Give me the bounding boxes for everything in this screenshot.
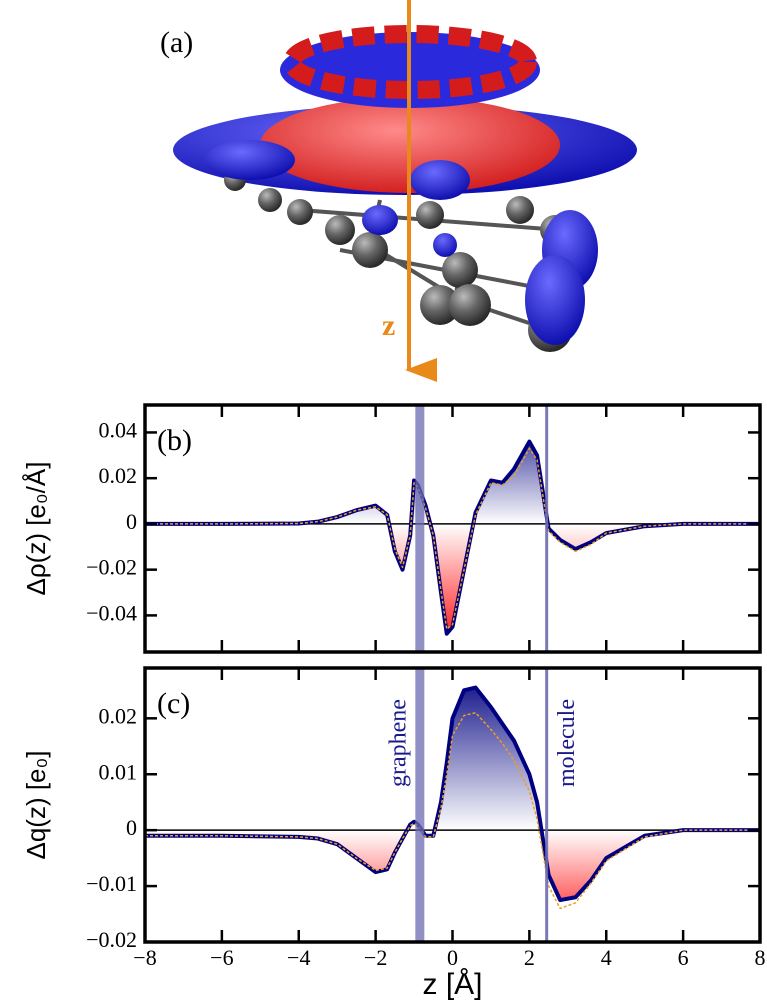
series-line <box>145 439 760 636</box>
y-tick-label: −0.02 <box>86 555 137 580</box>
y-tick-label: 0.02 <box>99 463 138 488</box>
x-tick-label: 6 <box>678 945 689 970</box>
y-tick-label: 0 <box>126 509 137 534</box>
marker-label: molecule <box>554 699 580 787</box>
panel-label: (c) <box>157 687 190 720</box>
panel-label: (b) <box>157 424 192 457</box>
y-tick-label: 0.01 <box>99 759 138 784</box>
x-tick-label: −2 <box>364 945 387 970</box>
y-tick-label: −0.02 <box>86 927 137 952</box>
x-tick-label: 2 <box>524 945 535 970</box>
plot-area <box>145 685 760 910</box>
x-tick-label: −4 <box>287 945 310 970</box>
y-axis-label: Δq(z) [e₀] <box>21 750 51 859</box>
series-line <box>145 685 760 903</box>
y-tick-label: 0.02 <box>99 703 138 728</box>
area-fill <box>145 687 760 831</box>
y-tick-label: 0 <box>126 815 137 840</box>
area-fill <box>145 830 684 901</box>
marker-label: graphene <box>385 699 411 787</box>
panel-label: (a) <box>160 26 193 59</box>
y-axis-label: Δρ(z) [e₀/Å] <box>21 462 51 596</box>
series-line <box>145 447 760 630</box>
y-tick-label: 0.04 <box>99 417 138 442</box>
molecule-render <box>173 0 637 382</box>
plot-area <box>145 439 760 636</box>
x-tick-label: 0 <box>447 945 458 970</box>
y-tick-label: −0.04 <box>86 600 137 625</box>
x-tick-label: −8 <box>133 945 156 970</box>
area-fill <box>221 441 548 524</box>
arrow-label: z <box>382 309 395 342</box>
x-tick-label: 8 <box>755 945 766 970</box>
area-fill <box>145 523 760 634</box>
x-tick-label: 4 <box>601 945 612 970</box>
series-line <box>145 711 760 910</box>
x-tick-label: −6 <box>210 945 233 970</box>
x-axis-label: z [Å] <box>422 968 482 1001</box>
y-tick-label: −0.01 <box>86 871 137 896</box>
